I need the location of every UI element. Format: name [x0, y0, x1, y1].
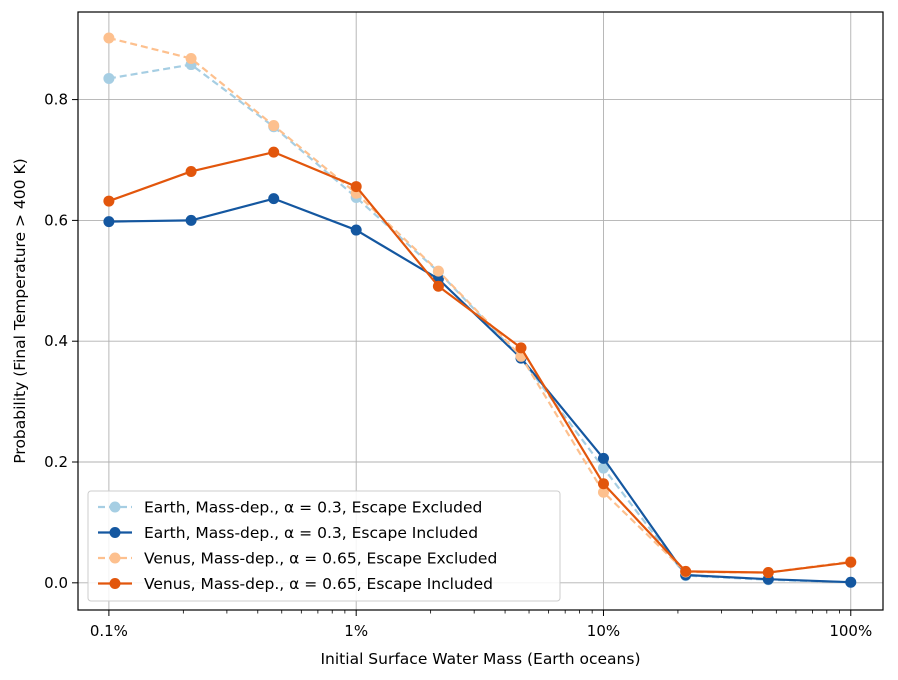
data-point [268, 193, 280, 205]
series-layer [103, 32, 857, 588]
data-point [185, 53, 197, 65]
y-tick-label: 0.8 [44, 91, 68, 109]
legend-marker [109, 552, 121, 564]
legend-entry: Venus, Mass-dep., α = 0.65, Escape Exclu… [98, 550, 497, 568]
data-point [103, 195, 115, 207]
legend-entry: Venus, Mass-dep., α = 0.65, Escape Inclu… [98, 575, 493, 593]
legend-label: Earth, Mass-dep., α = 0.3, Escape Includ… [144, 524, 478, 542]
y-tick-label: 0.2 [44, 453, 68, 471]
series-4 [103, 146, 857, 579]
legend-entry: Earth, Mass-dep., α = 0.3, Escape Exclud… [98, 499, 482, 517]
series-line [108, 36, 851, 574]
y-tick-label: 0.0 [44, 574, 68, 592]
data-point [597, 452, 609, 464]
series-line [108, 151, 851, 574]
y-tick-label: 0.4 [44, 332, 68, 350]
data-point [185, 165, 197, 177]
data-point [103, 216, 115, 228]
legend-marker [109, 501, 121, 513]
legend-label: Earth, Mass-dep., α = 0.3, Escape Exclud… [144, 499, 482, 517]
y-axis-label: Probability (Final Temperature > 400 K) [11, 158, 29, 463]
x-tick-label: 100% [829, 622, 872, 640]
axis-ticks: 0.1% 1% 10% 100% 0.0 0.2 0.4 0.6 0.8 [44, 91, 872, 640]
x-tick-label: 10% [587, 622, 620, 640]
data-point [350, 224, 362, 236]
grid [78, 12, 883, 610]
legend: Earth, Mass-dep., α = 0.3, Escape Exclud… [87, 490, 561, 602]
x-axis-label: Initial Surface Water Mass (Earth oceans… [320, 650, 640, 668]
legend-label: Venus, Mass-dep., α = 0.65, Escape Inclu… [144, 575, 493, 593]
legend-label: Venus, Mass-dep., α = 0.65, Escape Exclu… [144, 550, 497, 568]
legend-marker [109, 527, 121, 538]
data-point [103, 72, 115, 84]
legend-marker [109, 578, 121, 589]
data-point [597, 462, 609, 474]
series-line [108, 197, 851, 584]
data-point [845, 576, 857, 588]
data-point [597, 478, 609, 490]
data-point [350, 181, 362, 193]
x-tick-label: 1% [344, 622, 368, 640]
data-point [185, 214, 197, 226]
data-point [515, 342, 527, 354]
data-point [103, 32, 115, 44]
data-point [268, 146, 280, 158]
data-point [268, 120, 280, 132]
data-point [432, 265, 444, 277]
y-tick-label: 0.6 [44, 211, 68, 229]
x-tick-label: 0.1% [90, 622, 128, 640]
data-point [432, 280, 444, 292]
legend-entry: Earth, Mass-dep., α = 0.3, Escape Includ… [98, 524, 478, 542]
legend-box [87, 490, 561, 602]
plot-frame [77, 11, 884, 611]
data-point [680, 565, 692, 577]
data-point [762, 567, 774, 579]
data-point [845, 556, 857, 568]
data-point [597, 486, 609, 498]
